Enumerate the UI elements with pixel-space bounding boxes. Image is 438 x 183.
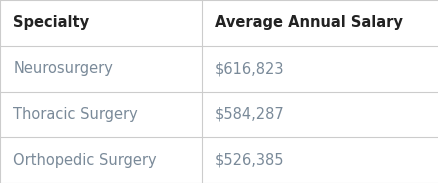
Text: Neurosurgery: Neurosurgery bbox=[13, 61, 113, 76]
Text: Specialty: Specialty bbox=[13, 15, 89, 30]
Text: $616,823: $616,823 bbox=[215, 61, 284, 76]
Text: $584,287: $584,287 bbox=[215, 107, 284, 122]
Text: Orthopedic Surgery: Orthopedic Surgery bbox=[13, 153, 156, 168]
Bar bbox=[0, 137, 438, 183]
Bar bbox=[0, 46, 438, 92]
Bar bbox=[0, 0, 438, 46]
Text: Thoracic Surgery: Thoracic Surgery bbox=[13, 107, 138, 122]
Bar bbox=[0, 92, 438, 137]
Text: Average Annual Salary: Average Annual Salary bbox=[215, 15, 402, 30]
Text: $526,385: $526,385 bbox=[215, 153, 284, 168]
